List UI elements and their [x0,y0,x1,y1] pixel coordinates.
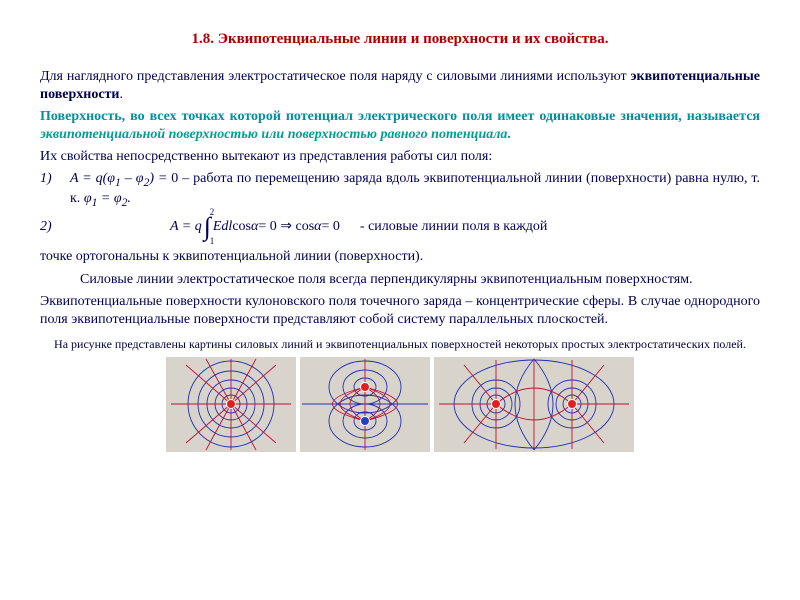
list-number: 2) [40,218,70,236]
diagram-dipole [300,357,430,452]
eq-cos: cos [232,218,251,236]
eq-rhs: = 0 ⇒ cos [258,218,314,236]
eq-alpha: α [251,218,258,236]
section-title: 1.8. Эквипотенциальные линии и поверхнос… [40,30,760,50]
intro-paragraph: Для наглядного представления электростат… [40,68,760,104]
text: . [507,127,511,142]
diagram-single-charge [166,357,296,452]
eq-lhs: A = q [170,218,202,236]
text: . [120,87,124,102]
integral-icon: 2 ∫ 1 [202,214,213,240]
figure-caption: На рисунке представлены картины силовых … [40,337,760,353]
int-lower: 1 [210,237,215,246]
list-item-2: 2) A = q 2 ∫ 1 Edl cosα = 0 ⇒ cosα = 0 -… [40,214,760,240]
list-body: A = q(φ1 – φ2) = 0 – работа по перемещен… [70,170,760,210]
formula-text: – φ [121,171,144,186]
figure-a [166,357,296,452]
p-perpendicular: Силовые линии электростатическое поля вс… [40,271,760,289]
eq-rhs2: = 0 [322,218,340,236]
definition-term: эквипотенциальной поверхностью или повер… [40,127,507,142]
list-2-tail: - силовые линии поля в каждой [360,218,760,236]
definition-paragraph: Поверхность, во всех точках которой поте… [40,108,760,144]
text: Поверхность, во всех точках которой поте… [40,109,760,124]
text: . [127,191,131,206]
int-upper: 2 [210,208,215,217]
text: Для наглядного представления электростат… [40,69,630,84]
figure-c [434,357,634,452]
properties-intro: Их свойства непосредственно вытекают из … [40,148,760,166]
p-coulomb: Эквипотенциальные поверхности кулоновско… [40,293,760,329]
eq-alpha: α [314,218,321,236]
figure-b [300,357,430,452]
p-orthogonal: точке ортогональны к эквипотенциальной л… [40,248,760,266]
formula-text: = φ [97,191,121,206]
list-item-1: 1) A = q(φ1 – φ2) = 0 – работа по переме… [40,170,760,210]
formula-text: A = q(φ [70,171,115,186]
formula-text: ) = [149,171,167,186]
list-number: 1) [40,170,70,188]
eq-integrand: Edl [213,218,232,236]
phi: φ [84,191,92,206]
equation-integral: A = q 2 ∫ 1 Edl cosα = 0 ⇒ cosα = 0 [70,214,360,240]
diagram-two-like-charges [434,357,634,452]
text: 0 – работа по перемещению заряда вдоль э… [70,171,760,206]
figures-row [40,357,760,452]
